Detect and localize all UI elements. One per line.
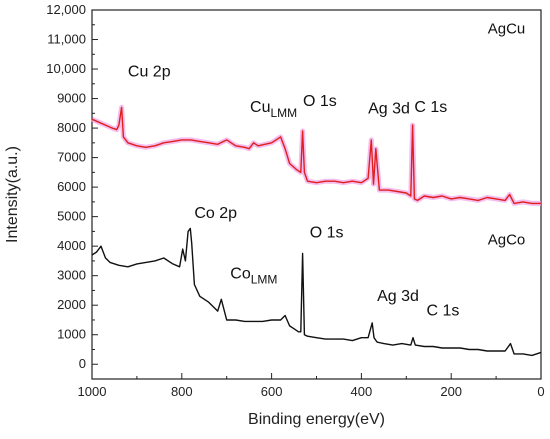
peak-label-ag-3d-agcu: Ag 3d — [368, 100, 410, 117]
series-label-agco: AgCo — [488, 232, 526, 249]
y-tick-label: 11,000 — [47, 32, 86, 47]
peak-label-cu-lmm: CuLMM — [250, 99, 297, 120]
y-tick-label: 6000 — [57, 179, 86, 194]
peak-label-o-1s-agco: O 1s — [310, 224, 344, 241]
series-agcu-line — [91, 106, 541, 205]
x-tick-label: 400 — [351, 384, 373, 399]
series-agco-line — [91, 227, 542, 357]
y-tick-label: 4000 — [57, 238, 86, 253]
y-tick-label: 10,000 — [46, 61, 86, 76]
peak-label-c-1s-agco: C 1s — [427, 303, 460, 320]
x-tick-label: 0 — [537, 384, 544, 399]
y-tick-label: 12,000 — [46, 2, 86, 17]
peak-label-co-2p: Co 2p — [194, 205, 237, 222]
y-tick-label: 3000 — [57, 268, 86, 283]
peak-label-co-lmm: CoLMM — [230, 266, 277, 287]
y-tick-label: 0 — [79, 356, 86, 371]
peak-label-o-1s-agcu: O 1s — [303, 93, 337, 110]
x-tick-label: 200 — [440, 384, 462, 399]
x-axis-ticks: 1000 800 600 400 200 0 — [78, 373, 545, 399]
x-tick-label: 600 — [261, 384, 283, 399]
peak-label-cu-2p: Cu 2p — [128, 63, 171, 80]
x-axis-title: Binding energy(eV) — [248, 411, 385, 428]
x-tick-label: 800 — [171, 384, 193, 399]
series-layer — [90, 104, 542, 357]
y-tick-label: 7000 — [57, 150, 86, 165]
y-axis-ticks: 0 1000 2000 3000 4000 5000 6000 7000 8000 9000 10,… — [46, 2, 98, 371]
x-tick-label: 1000 — [78, 384, 107, 399]
series-label-agcu: AgCu — [488, 21, 526, 38]
peak-label-c-1s-agcu: C 1s — [414, 99, 447, 116]
y-tick-label: 9000 — [57, 91, 86, 106]
y-tick-label: 1000 — [57, 327, 86, 342]
y-tick-label: 8000 — [57, 120, 86, 135]
y-axis-title: Intensity(a.u.) — [4, 146, 21, 243]
series-agcu-halo — [90, 104, 541, 206]
y-tick-label: 2000 — [57, 297, 86, 312]
peak-label-ag-3d-agco: Ag 3d — [377, 288, 419, 305]
y-tick-label: 5000 — [57, 209, 86, 224]
